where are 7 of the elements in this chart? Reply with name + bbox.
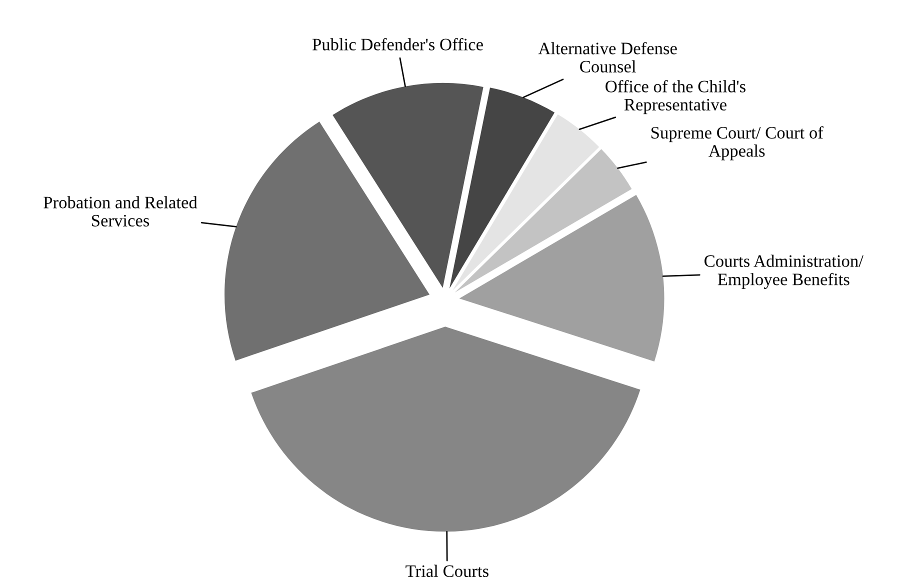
slice-label: Probation and Related Services [44,196,198,227]
slice-label: Supreme Court/ Court of Appeals [651,126,824,160]
slice-label: Office of the Child's Representative [606,80,746,114]
slice-label: Courts Administration/ Employee Benefits [704,254,864,289]
slice-label: Trial Courts [406,564,488,577]
slice-label: Public Defender's Office [312,38,483,50]
slice-label: Alternative Defense Counsel [538,42,677,73]
